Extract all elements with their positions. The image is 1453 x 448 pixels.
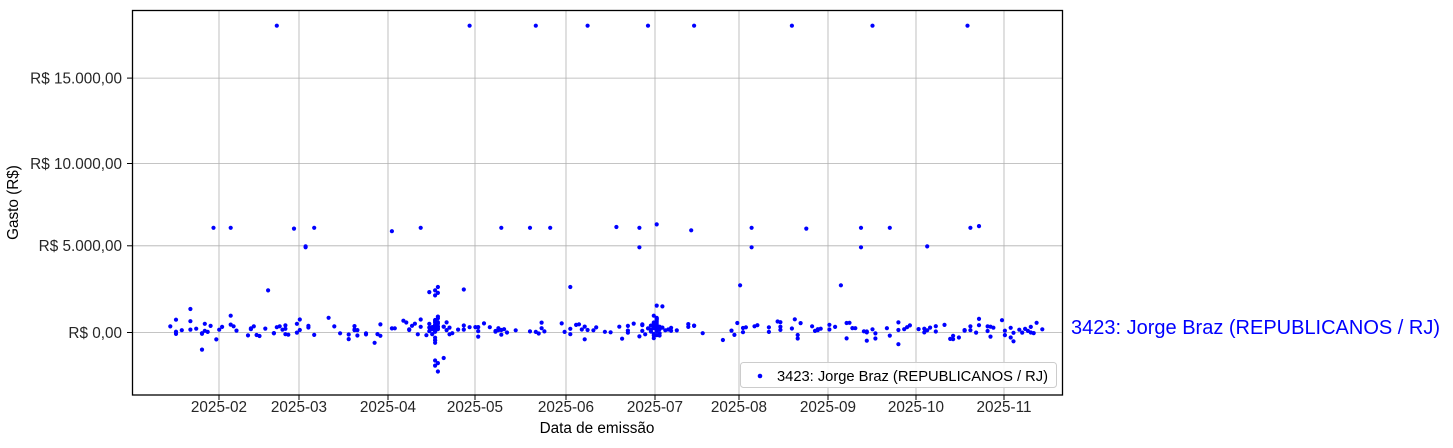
svg-text:2025-04: 2025-04 [360, 399, 417, 416]
svg-text:2025-07: 2025-07 [627, 399, 683, 416]
svg-text:Gasto (R$): Gasto (R$) [5, 165, 22, 240]
svg-text:3423: Jorge Braz (REPUBLICANOS: 3423: Jorge Braz (REPUBLICANOS / RJ) [1071, 317, 1440, 339]
svg-text:R$ 0,00: R$ 0,00 [68, 325, 122, 342]
svg-text:2025-05: 2025-05 [447, 399, 503, 416]
svg-text:R$ 10.000,00: R$ 10.000,00 [30, 156, 122, 173]
svg-text:3423: Jorge Braz (REPUBLICANOS: 3423: Jorge Braz (REPUBLICANOS / RJ) [777, 369, 1048, 385]
svg-text:2025-03: 2025-03 [271, 399, 327, 416]
svg-text:2025-11: 2025-11 [976, 399, 1031, 416]
svg-text:2025-02: 2025-02 [191, 399, 247, 416]
svg-text:R$ 15.000,00: R$ 15.000,00 [30, 70, 122, 87]
svg-text:Data de emissão: Data de emissão [540, 420, 655, 437]
svg-text:2025-06: 2025-06 [538, 399, 594, 416]
svg-text:2025-10: 2025-10 [888, 399, 944, 416]
svg-text:2025-08: 2025-08 [711, 399, 767, 416]
svg-text:R$ 5.000,00: R$ 5.000,00 [39, 238, 122, 255]
svg-text:2025-09: 2025-09 [800, 399, 856, 416]
